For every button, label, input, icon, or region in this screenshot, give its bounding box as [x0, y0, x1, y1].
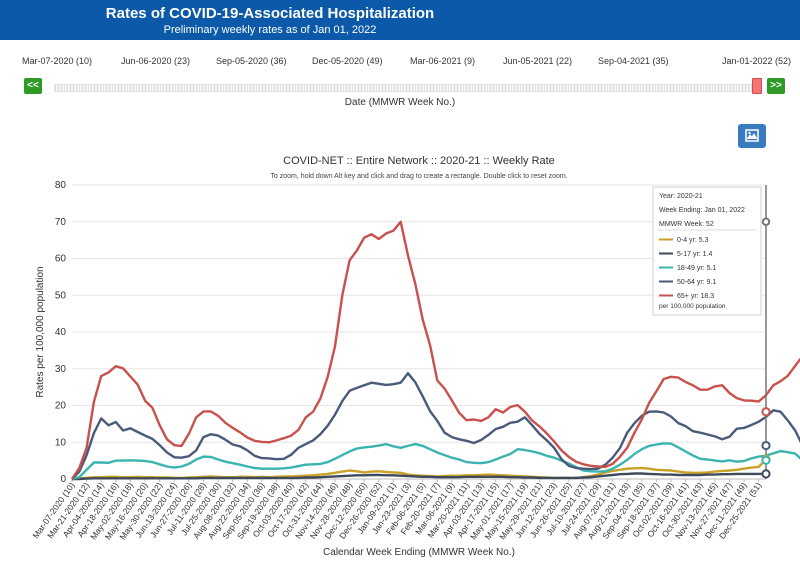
timeline-label: Mar-07-2020 (10) [22, 56, 93, 66]
timeline-slider-track[interactable] [54, 84, 762, 92]
timeline-label: Jun-05-2021 (22) [503, 56, 573, 66]
header-bar: Rates of COVID-19-Associated Hospitaliza… [0, 0, 800, 40]
y-tick-label: 50 [55, 290, 67, 301]
y-tick-label: 80 [55, 180, 67, 191]
crosshair-top-marker [761, 217, 771, 226]
endpoint-marker [761, 440, 771, 451]
tooltip-footer: per 100,000 population [659, 303, 726, 310]
tooltip-line: MMWR Week: 52 [659, 221, 714, 228]
legend-entry: 50-64 yr: 9.1 [677, 279, 716, 286]
timeline-label: Jan-01-2022 (52) [722, 56, 792, 66]
timeline-label: Dec-05-2020 (49) [312, 56, 383, 66]
y-axis-label: Rates per 100,000 population [35, 266, 46, 397]
endpoint-marker [761, 407, 771, 417]
series-line-50-64-yr [71, 371, 800, 480]
tooltip-line: Year: 2020-21 [659, 193, 703, 200]
x-axis-label: Calendar Week Ending (MMWR Week No.) [323, 547, 515, 558]
endpoint-marker [761, 469, 771, 479]
image-icon [745, 129, 759, 142]
y-tick-label: 30 [55, 364, 67, 375]
tooltip-line: Week Ending: Jan 01, 2022 [659, 207, 745, 214]
chart-title: COVID-NET :: Entire Network :: 2020-21 :… [283, 155, 555, 167]
page-title: Rates of COVID-19-Associated Hospitaliza… [105, 5, 435, 22]
timeline-label: Jun-06-2020 (23) [121, 56, 191, 66]
hospitalization-rate-chart[interactable]: COVID-NET :: Entire Network :: 2020-21 :… [0, 150, 800, 564]
y-tick-label: 0 [60, 474, 66, 485]
next-week-button[interactable]: >> [767, 78, 785, 94]
timeline-label: Sep-04-2021 (35) [598, 56, 669, 66]
legend-entry: 0-4 yr: 5.3 [677, 237, 709, 244]
y-tick-label: 70 [55, 217, 67, 228]
legend-entry: 18-49 yr: 5.1 [677, 265, 716, 272]
y-tick-label: 10 [55, 437, 67, 448]
series-line-65-yr [71, 220, 800, 480]
timeline-label: Sep-05-2020 (36) [216, 56, 287, 66]
y-tick-label: 40 [55, 327, 67, 338]
tooltip-box [652, 186, 762, 316]
series-line-18-49-yr [71, 442, 800, 481]
y-tick-label: 20 [55, 401, 67, 412]
endpoint-marker [761, 455, 771, 465]
timeline-slider-handle[interactable] [752, 78, 762, 94]
previous-week-button[interactable]: << [24, 78, 42, 94]
chart-subtitle: To zoom, hold down Alt key and click and… [270, 173, 567, 180]
series-line-5-17-yr [72, 472, 766, 481]
timeline-caption: Date (MMWR Week No.) [344, 97, 456, 108]
legend-entry: 5-17 yr: 1.4 [677, 251, 713, 258]
y-tick-label: 60 [55, 254, 67, 265]
page-subtitle: Preliminary weekly rates as of Jan 01, 2… [163, 24, 377, 36]
download-image-button[interactable] [738, 124, 766, 148]
legend-entry: 65+ yr: 18.3 [677, 293, 714, 300]
timeline-label: Mar-06-2021 (9) [410, 56, 476, 66]
date-timeline: Mar-07-2020 (10) Jun-06-2020 (23) Sep-05… [0, 0, 800, 112]
